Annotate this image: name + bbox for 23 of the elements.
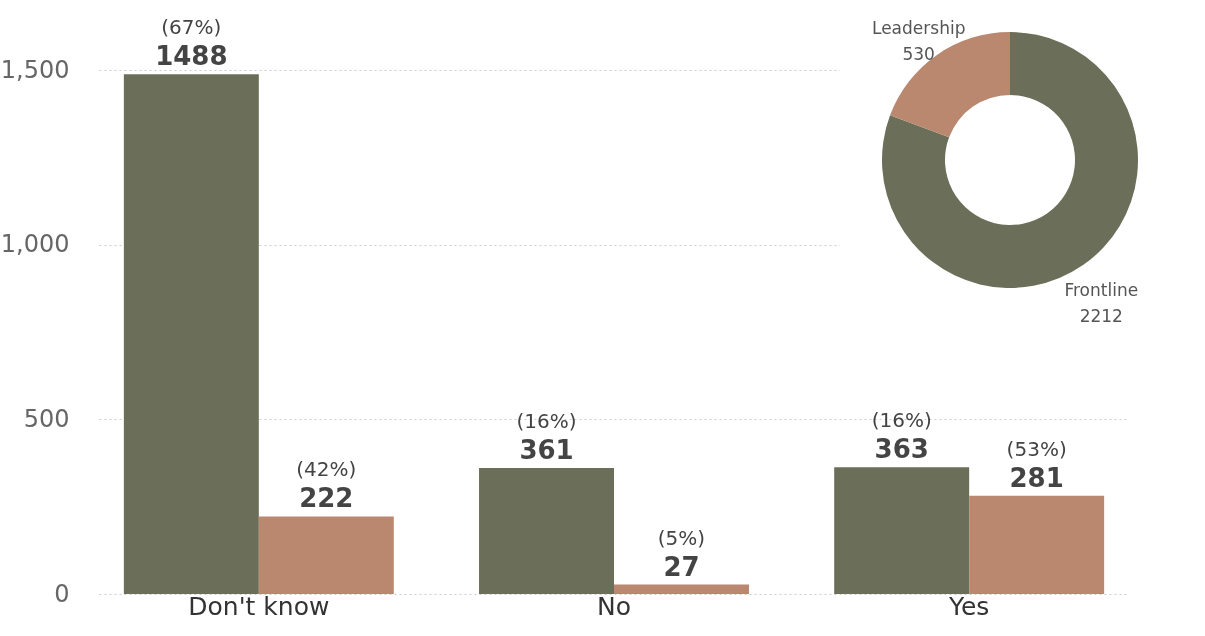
bar (969, 495, 1105, 594)
y-tick-label: 500 (23, 404, 70, 433)
bar (834, 467, 970, 594)
bar (614, 584, 749, 594)
bar (258, 516, 394, 594)
y-tick-label: 1,500 (0, 55, 70, 84)
y-tick-label: 0 (54, 579, 70, 608)
bar (123, 74, 259, 594)
text: (53%) 281 (1006, 436, 1067, 493)
slice-label: Frontline (1064, 280, 1139, 301)
text: (16%) 363 (871, 408, 932, 465)
text: (42%) 222 (296, 457, 357, 514)
text: (67%) 1488 (155, 15, 228, 72)
x-tick-label: No (597, 591, 631, 621)
x-tick-label: Don't know (188, 591, 330, 621)
data-label: 2212 (1079, 306, 1123, 327)
text: (5%) 27 (657, 525, 706, 582)
slice-label: Leadership (871, 17, 966, 38)
x-tick-label: Yes (947, 591, 990, 621)
bar (479, 467, 614, 594)
data-label: 530 (902, 43, 935, 64)
y-tick-label: 1,000 (0, 230, 70, 259)
text: (16%) 361 (516, 408, 577, 465)
